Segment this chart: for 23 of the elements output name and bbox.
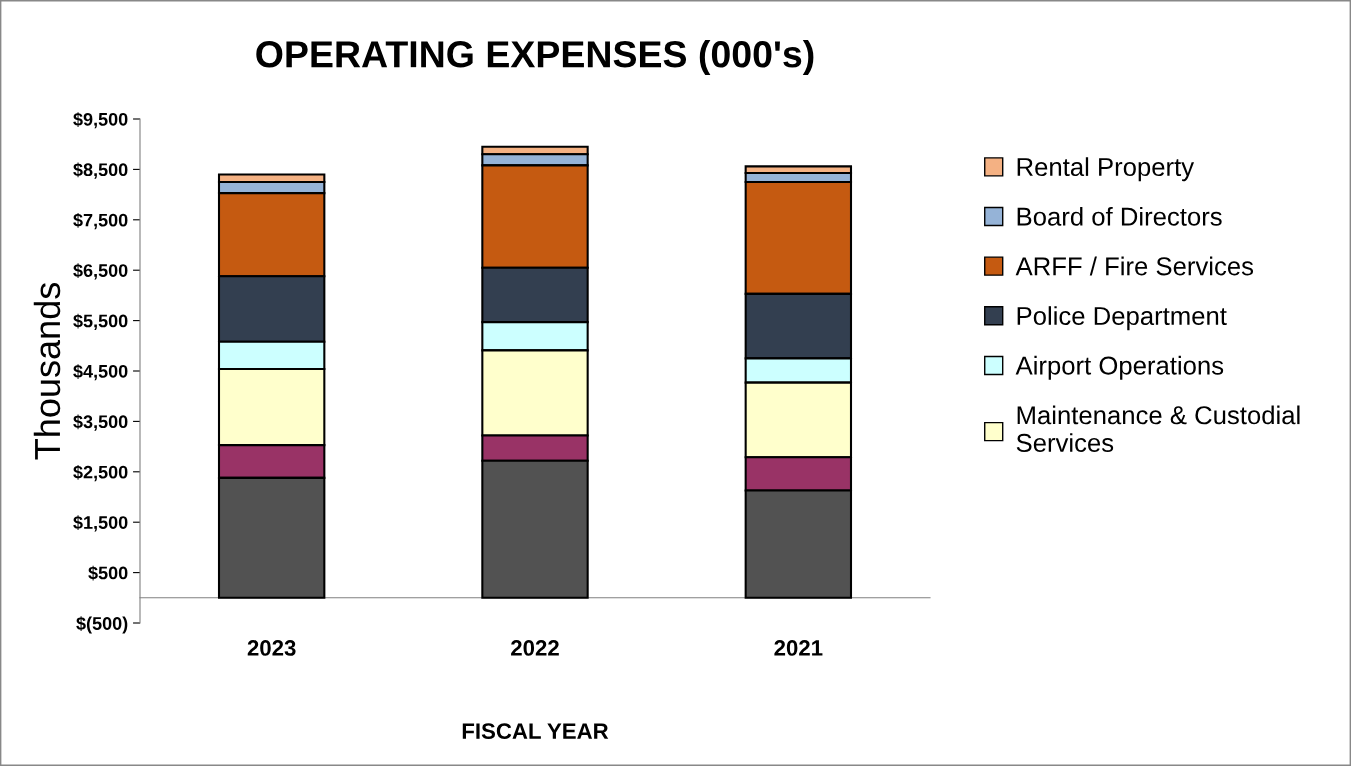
y-tick-label: $6,500	[73, 263, 128, 280]
y-tick-label: $5,500	[73, 313, 128, 330]
x-tick-label: 2022	[511, 640, 559, 656]
legend-label: Rental Property	[1017, 157, 1195, 182]
x-tick-label: 2023	[247, 640, 296, 656]
y-tick-label: $(500)	[76, 616, 128, 634]
y-tick-label: $9,500	[73, 112, 128, 129]
x-tick-label: 2021	[774, 640, 823, 656]
x-axis-title: FISCAL YEAR	[462, 723, 609, 739]
legend-label: Maintenance & Custodial Services	[1016, 405, 1300, 453]
y-tick-label: $1,500	[73, 515, 128, 532]
y-tick-label: $8,500	[73, 162, 128, 179]
legend-label: Police Department	[1017, 306, 1227, 331]
y-tick-label: $4,500	[73, 364, 128, 381]
legend-label: Airport Operations	[1015, 355, 1224, 380]
chart-title: OPERATING EXPENSES (000's)	[256, 40, 814, 75]
y-tick-label: $500	[88, 565, 128, 581]
y-axis-title: Thousands	[33, 282, 61, 460]
y-tick-label: $3,500	[73, 414, 128, 431]
legend-label: ARFF / Fire Services	[1015, 256, 1254, 276]
y-tick-label: $2,500	[73, 464, 128, 482]
legend-label: Board of Directors	[1017, 206, 1222, 226]
y-tick-label: $7,500	[73, 212, 128, 230]
